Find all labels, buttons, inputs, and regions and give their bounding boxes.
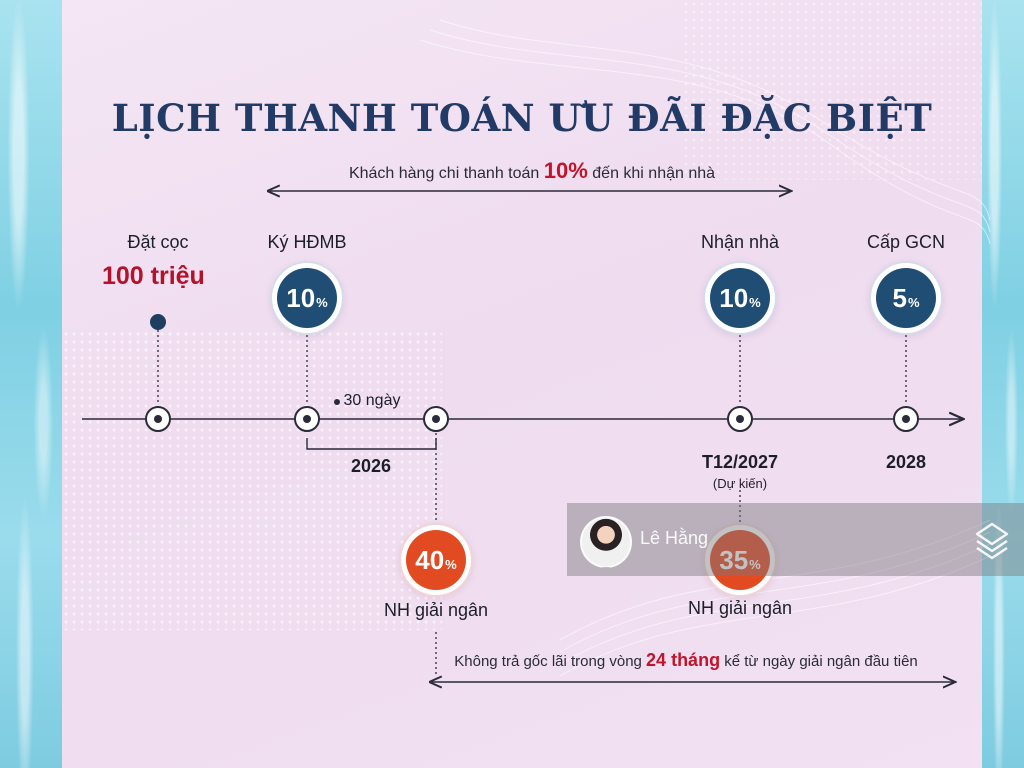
layers-icon[interactable] [974,520,1010,560]
year-2028: 2028 [885,452,927,472]
gap-label: 30 ngày [343,392,401,409]
year-bracket [306,438,437,450]
year-2026: 2026 [350,456,392,476]
handover-percent-value: 10 [719,282,749,313]
contract-percent-badge: 10% [277,268,337,328]
contract-label: Ký HĐMB [267,232,347,252]
handover-date: T12/2027 [701,452,779,472]
top-note-after: đến khi nhận nhà [592,165,716,182]
top-note-highlight: 10% [543,158,588,183]
disburse2-percent-badge: 35% [710,530,770,590]
contract-percent-value: 10 [286,282,316,313]
bottom-note-before: Không trả gốc lãi trong vòng [454,653,642,670]
disburse2-percent-unit: % [749,556,761,572]
deposit-label: Đặt cọc [127,232,189,252]
dot-pattern-top [682,0,982,180]
watermark-bar [567,503,1024,576]
schedule-panel [62,0,982,768]
handover-percent-unit: % [749,294,761,310]
disburse1-label: NH giải ngân [383,600,489,620]
wave-decoration [419,19,991,677]
bottom-note: Không trả gốc lãi trong vòng 24 tháng kể… [436,650,936,671]
certificate-label: Cấp GCN [866,232,946,252]
disburse1-percent-value: 40 [415,544,445,575]
avatar[interactable] [580,516,632,568]
disburse1-percent-unit: % [445,556,457,572]
disburse1-percent-badge: 40% [406,530,466,590]
top-note: Khách hàng chi thanh toán 10% đến khi nh… [272,158,792,184]
bottom-note-after: kể từ ngày giải ngân đầu tiên [724,653,918,670]
contract-percent-unit: % [316,294,328,310]
top-note-before: Khách hàng chi thanh toán [348,165,540,182]
connector-lines [157,325,907,676]
handover-date-note: (Dự kiến) [712,476,768,491]
certificate-percent-unit: % [907,294,920,310]
deposit-amount: 100 triệu [102,262,205,290]
disburse2-percent-value: 35 [719,544,749,575]
watermark-name[interactable]: Lê Hằng [640,528,709,548]
bottom-note-highlight: 24 tháng [646,650,721,670]
page-title: LỊCH THANH TOÁN ƯU ĐÃI ĐẶC BIỆT [111,96,933,140]
certificate-percent-value: 5 [892,282,907,313]
certificate-percent-badge: 5% [876,268,936,328]
handover-label: Nhận nhà [700,232,780,252]
water-background-right [982,0,1024,768]
disburse2-label: NH giải ngân [687,598,793,618]
handover-percent-badge: 10% [710,268,770,328]
gap-dot [334,399,340,405]
timeline-marker-centers [154,415,910,423]
water-background-left [0,0,62,768]
deposit-dot [150,314,166,330]
dot-pattern [62,330,442,630]
